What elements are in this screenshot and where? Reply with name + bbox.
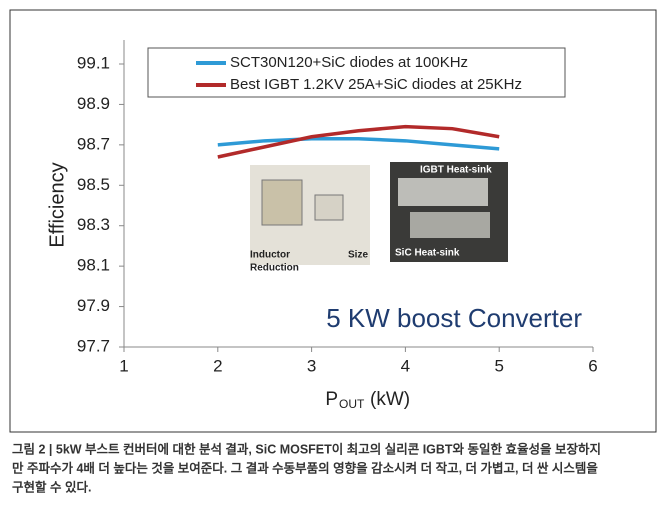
- y-tick-label: 99.1: [77, 53, 110, 72]
- caption-line: 구현할 수 있다.: [12, 479, 91, 494]
- photo-label: Inductor: [250, 250, 290, 261]
- y-tick-label: 98.9: [77, 94, 110, 113]
- series-line: [217, 137, 500, 151]
- x-axis-label: P: [325, 389, 338, 410]
- x-tick-label: 1: [119, 356, 128, 375]
- y-tick-label: 98.3: [77, 215, 110, 234]
- photo-inductor-large: [261, 179, 303, 226]
- photo-igbt-sink: [398, 178, 488, 206]
- annotation: 5 KW boost Converter: [326, 303, 582, 333]
- legend-label: Best IGBT 1.2KV 25A+SiC diodes at 25KHz: [230, 76, 522, 93]
- caption-line: 만 주파수가 4배 더 높다는 것을 보여준다. 그 결과 수동부품의 영향을 …: [12, 460, 598, 475]
- photos: Inductor Reduction Size IGBT Heat-sink S…: [250, 162, 508, 274]
- x-tick-label: 3: [307, 356, 316, 375]
- photo-label: IGBT Heat-sink: [420, 165, 492, 176]
- series-line: [217, 124, 500, 159]
- legend-box: [147, 47, 566, 98]
- x-axis-label-sub: OUT: [339, 397, 365, 411]
- y-tick-label: 98.1: [77, 256, 110, 275]
- legend-label: SCT30N120+SiC diodes at 100KHz: [230, 54, 468, 71]
- caption-line: 그림 2 | 5kW 부스트 컨버터에 대한 분석 결과, SiC MOSFET…: [12, 441, 601, 456]
- x-tick-label: 6: [588, 356, 597, 375]
- y-tick-label: 98.5: [77, 175, 110, 194]
- x-axis-label-unit: (kW): [370, 389, 410, 410]
- photo-inductor-small: [314, 194, 344, 221]
- y-tick-label: 97.9: [77, 296, 110, 315]
- x-tick-label: 4: [401, 356, 410, 375]
- photo-label: Reduction: [250, 263, 299, 274]
- x-tick-label: 5: [494, 356, 503, 375]
- photo-label: SiC Heat-sink: [395, 248, 460, 259]
- x-tick-label: 2: [213, 356, 222, 375]
- y-tick-label: 98.7: [77, 134, 110, 153]
- y-axis-label: Efficiency: [46, 162, 68, 247]
- photo-label: Size: [348, 250, 368, 261]
- photo-sic-sink: [410, 212, 490, 238]
- y-tick-label: 97.7: [77, 336, 110, 355]
